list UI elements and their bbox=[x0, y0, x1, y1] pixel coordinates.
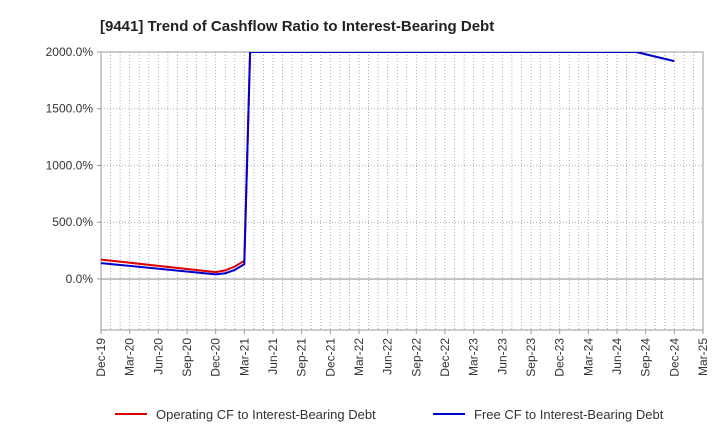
x-tick-labels: Dec-19 Mar-20 Jun-20 Sep-20 Dec-20 Mar-21 Jun-… bbox=[94, 338, 710, 377]
x-tick-label: Dec-20 bbox=[209, 338, 223, 377]
x-tick-label: Dec-24 bbox=[667, 338, 681, 377]
series-line-free bbox=[101, 52, 675, 276]
x-tick-label: Sep-21 bbox=[295, 338, 309, 377]
x-tick-label: Dec-23 bbox=[553, 338, 567, 377]
y-tick-label: 2000.0% bbox=[46, 45, 94, 59]
x-tick-label: Jun-24 bbox=[610, 338, 624, 375]
x-tick-label: Sep-20 bbox=[180, 338, 194, 377]
x-tick-label: Sep-22 bbox=[409, 338, 423, 377]
x-tick-label: Sep-23 bbox=[524, 338, 538, 377]
series-line-operating bbox=[101, 52, 252, 274]
axes bbox=[97, 51, 704, 334]
legend: Operating CF to Interest-Bearing Debt Fr… bbox=[115, 407, 664, 422]
y-tick-labels: 0.0% 500.0% 1000.0% 1500.0% 2000.0% bbox=[46, 45, 94, 286]
x-tick-label: Mar-23 bbox=[467, 338, 481, 376]
y-tick-label: 1500.0% bbox=[46, 102, 94, 116]
x-tick-label: Dec-22 bbox=[438, 338, 452, 377]
y-tick-label: 500.0% bbox=[52, 215, 93, 229]
x-tick-label: Mar-20 bbox=[123, 338, 137, 376]
y-tick-label: 0.0% bbox=[66, 272, 94, 286]
grid-lines bbox=[101, 51, 703, 330]
x-tick-label: Mar-21 bbox=[237, 338, 251, 376]
x-tick-label: Mar-25 bbox=[696, 338, 710, 376]
data-series bbox=[101, 52, 675, 276]
x-tick-label: Jun-22 bbox=[381, 338, 395, 375]
x-tick-label: Mar-22 bbox=[352, 338, 366, 376]
x-tick-label: Sep-24 bbox=[639, 338, 653, 377]
x-tick-label: Jun-23 bbox=[495, 338, 509, 375]
x-tick-label: Jun-20 bbox=[151, 338, 165, 375]
x-tick-label: Dec-19 bbox=[94, 338, 108, 377]
x-tick-label: Dec-21 bbox=[323, 338, 337, 377]
legend-label-free: Free CF to Interest-Bearing Debt bbox=[474, 407, 664, 422]
legend-label-operating: Operating CF to Interest-Bearing Debt bbox=[156, 407, 376, 422]
chart-title: [9441] Trend of Cashflow Ratio to Intere… bbox=[100, 18, 494, 35]
plot-frame bbox=[100, 51, 704, 331]
y-tick-label: 1000.0% bbox=[46, 158, 94, 172]
x-tick-label: Jun-21 bbox=[266, 338, 280, 375]
x-tick-label: Mar-24 bbox=[581, 338, 595, 376]
